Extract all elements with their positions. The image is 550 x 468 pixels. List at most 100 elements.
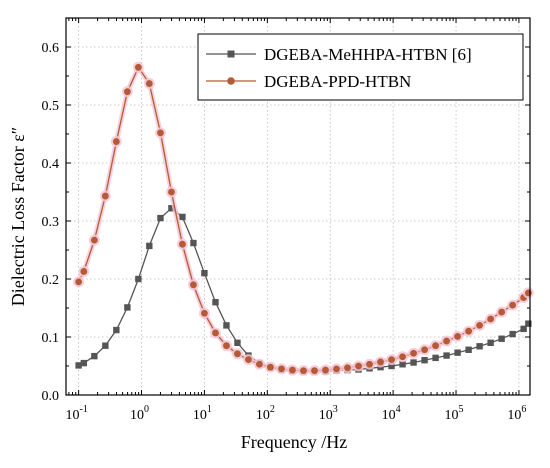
data-point-square (168, 205, 175, 212)
data-point-circle (432, 342, 439, 350)
y-tick-label: 0.3 (42, 215, 60, 230)
data-point-circle (476, 322, 484, 329)
data-point-circle (454, 333, 461, 340)
data-point-circle (256, 360, 263, 368)
data-point-circle (366, 360, 373, 368)
data-point-circle (399, 353, 406, 361)
data-point-circle (234, 350, 241, 358)
data-point-circle (278, 365, 285, 373)
data-point-square (525, 320, 532, 327)
data-point-square (124, 304, 131, 311)
x-tick-label: 102 (256, 404, 275, 423)
x-tick-label: 101 (193, 404, 212, 423)
data-point-square (179, 213, 186, 221)
data-point-circle (157, 129, 164, 137)
data-point-circle (487, 315, 495, 323)
data-point-square (410, 359, 417, 366)
data-point-circle (201, 309, 208, 317)
plot-frame (65, 17, 531, 396)
data-point-circle (112, 138, 120, 145)
data-point-circle (498, 308, 506, 316)
data-point-circle (443, 337, 450, 345)
data-point-square (91, 352, 98, 360)
data-point-circle (410, 349, 417, 357)
data-point-circle (190, 281, 197, 289)
y-tick-label: 0.5 (42, 99, 60, 114)
data-point-circle (212, 329, 219, 337)
data-point-circle (465, 327, 473, 335)
data-point-square (509, 330, 516, 338)
x-tick-label: 106 (507, 404, 526, 423)
legend-marker-square (227, 50, 235, 58)
data-point-circle (245, 356, 252, 364)
data-point-square (190, 239, 197, 247)
x-tick-label: 10-1 (65, 404, 87, 423)
data-point-square (421, 357, 428, 364)
x-tick-label: 100 (130, 404, 149, 423)
y-tick-label: 0.0 (42, 389, 60, 404)
legend: DGEBA-MeHHPA-HTBN [6] DGEBA-PPD-HTBN (197, 33, 524, 101)
y-axis-title: Dielectric Loss Factor ε″ (8, 127, 28, 307)
series-0 (75, 205, 532, 375)
data-point-square (113, 326, 120, 334)
data-point-square (102, 342, 109, 349)
data-point-circle (388, 356, 395, 364)
data-point-circle (179, 240, 186, 248)
ticks: 0.0 0.1 0.2 0.3 0.4 0.5 0.6 10-1 100 101 102 103 104… (42, 17, 530, 423)
data-point-circle (123, 88, 131, 96)
data-point-square (223, 322, 230, 329)
legend-label-mehhpa: DGEBA-MeHHPA-HTBN [6] (264, 45, 472, 64)
data-point-circle (90, 236, 98, 244)
data-point-square (465, 346, 472, 353)
data-point-circle (168, 188, 175, 196)
data-point-square (201, 270, 208, 277)
data-point-square (388, 362, 395, 370)
data-point-circle (101, 192, 109, 200)
data-point-square (157, 214, 164, 222)
data-point-square (520, 325, 527, 333)
data-point-circle (223, 342, 230, 350)
y-tick-label: 0.2 (42, 273, 60, 288)
data-point-circle (300, 367, 307, 375)
data-point-circle (344, 364, 351, 372)
data-point-square (487, 339, 494, 346)
data-point-circle (75, 278, 83, 286)
x-tick-label: 103 (319, 404, 338, 423)
data-point-square (212, 299, 219, 306)
data-point-circle (524, 289, 532, 297)
data-point-circle (80, 268, 88, 275)
series-line (78, 65, 529, 372)
series-glow (76, 64, 531, 374)
data-point-circle (421, 346, 428, 354)
series-line (78, 207, 529, 372)
data-point-square (454, 349, 461, 356)
data-point-circle (289, 366, 296, 374)
data-point-square (443, 352, 450, 359)
data-point-square (80, 359, 88, 367)
y-tick-label: 0.4 (42, 157, 60, 172)
axes (65, 17, 531, 396)
grid (66, 18, 530, 395)
data-point-circle (322, 366, 329, 374)
y-tick-label: 0.1 (42, 331, 60, 346)
data-point-circle (509, 301, 517, 309)
series-1 (73, 61, 534, 377)
data-point-circle (145, 80, 153, 87)
legend-box (197, 33, 524, 101)
series-layer (73, 61, 534, 377)
data-point-square (498, 335, 505, 342)
data-point-square (476, 343, 483, 350)
data-point-square (75, 362, 82, 369)
data-point-square (432, 354, 439, 362)
data-point-circle (267, 363, 274, 371)
data-point-circle (355, 362, 362, 370)
data-point-circle (377, 358, 384, 366)
legend-label-ppd: DGEBA-PPD-HTBN (264, 72, 411, 91)
data-point-circle (333, 365, 340, 373)
data-point-square (399, 361, 406, 368)
y-tick-label: 0.6 (42, 41, 60, 56)
data-point-circle (134, 63, 142, 71)
data-point-square (135, 275, 142, 283)
data-point-square (146, 242, 153, 250)
